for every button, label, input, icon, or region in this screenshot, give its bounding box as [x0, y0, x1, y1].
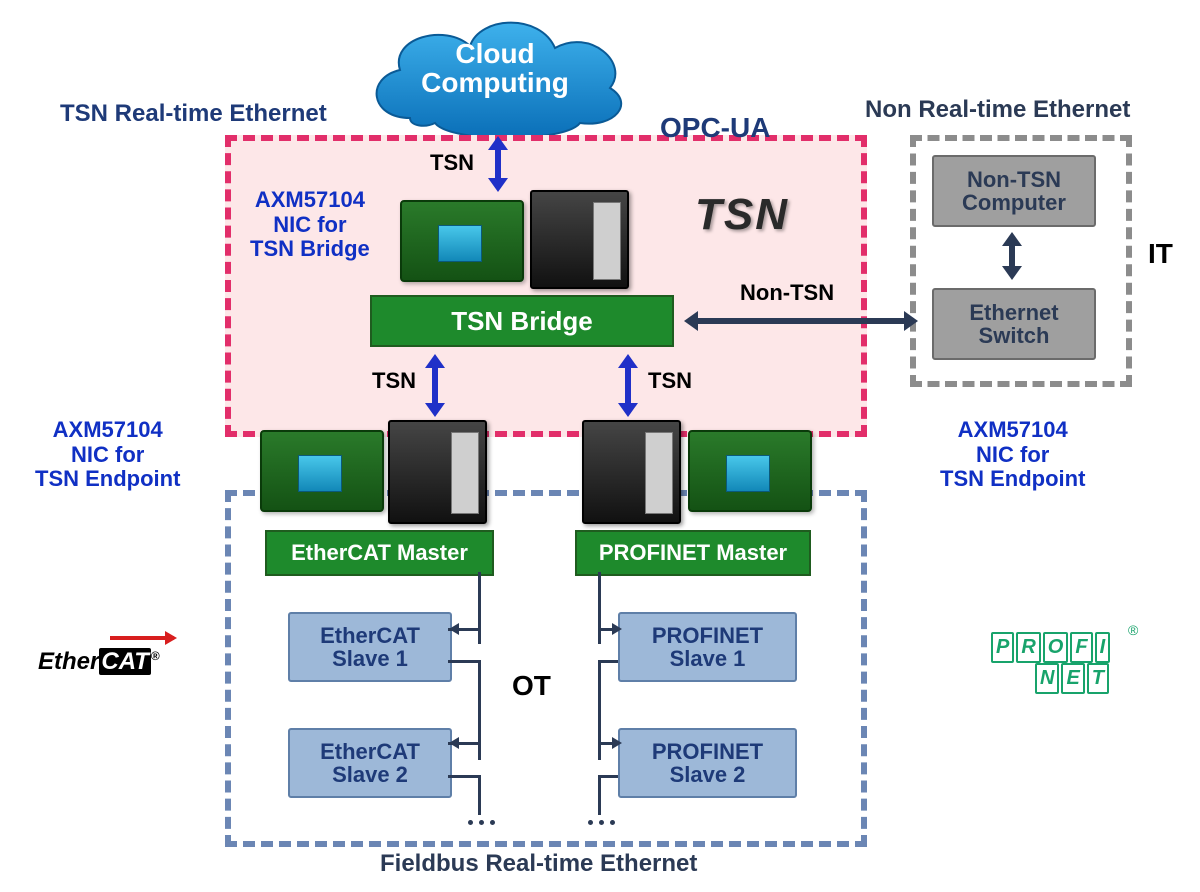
cloud-line2: Computing: [421, 68, 569, 97]
profinet-logo: PROFI NET: [990, 632, 1111, 694]
arrow-nontsn-label: Non-TSN: [740, 280, 834, 306]
profinet-reg: ®: [1128, 622, 1138, 638]
pn-O: O: [1043, 632, 1069, 663]
profinet-slave-2-block: PROFINET Slave 2: [618, 728, 797, 798]
conn-pn2-in-head: [612, 737, 628, 749]
arrow-cloud-tsn: [495, 140, 501, 188]
sw-l2: Switch: [979, 324, 1050, 347]
ethercat-arrow-icon: [110, 636, 174, 640]
arrow-cloud-label: TSN: [430, 150, 474, 176]
ot-title: Fieldbus Real-time Ethernet: [380, 850, 697, 878]
ec1-l2: Slave 1: [332, 647, 408, 670]
tsn-region-title: TSN Real-time Ethernet: [60, 100, 327, 128]
arrow-right-label: TSN: [648, 368, 692, 394]
non-tsn-title: Non Real-time Ethernet: [865, 96, 1130, 124]
tsn-badge: TSN: [695, 190, 789, 240]
nic-endpoint-right-annotation: AXM57104 NIC for TSN Endpoint: [940, 418, 1085, 492]
conn-ec1-in-head: [443, 623, 459, 635]
arrow-bridge-right: [625, 358, 631, 413]
profinet-slave-1-block: PROFINET Slave 1: [618, 612, 797, 682]
arrow-bridge-left: [432, 358, 438, 413]
ntc-l2: Computer: [962, 191, 1066, 214]
pn-N: N: [1035, 663, 1059, 694]
conn-pn1-down: [598, 660, 601, 760]
conn-pn1-out: [598, 660, 618, 663]
nic-endpoint-left-annotation: AXM57104 NIC for TSN Endpoint: [35, 418, 180, 492]
ellipsis-left: [468, 820, 495, 825]
arrow-left-label: TSN: [372, 368, 416, 394]
ethernet-switch-block: Ethernet Switch: [932, 288, 1096, 360]
pn-F: F: [1070, 632, 1092, 663]
ipc-bridge: [530, 190, 629, 289]
sw-l1: Ethernet: [969, 301, 1058, 324]
ethercat-reg: ®: [151, 649, 160, 663]
opc-ua-label: OPC-UA: [660, 112, 770, 144]
profinet-row1: PROFI: [990, 632, 1111, 663]
pn1-l1: PROFINET: [652, 624, 763, 647]
arrow-ntc-switch: [1009, 236, 1015, 276]
ec2-l2: Slave 2: [332, 763, 408, 786]
nic-card-endpoint-right: [688, 430, 812, 512]
pn2-l1: PROFINET: [652, 740, 763, 763]
nic-bridge-l3: TSN Bridge: [250, 237, 370, 262]
conn-pn2-out: [598, 775, 618, 778]
nel-l1: AXM57104: [35, 418, 180, 443]
ecm-label: EtherCAT Master: [291, 540, 468, 566]
ot-label: OT: [512, 670, 551, 702]
ipc-endpoint-right: [582, 420, 681, 524]
ec1-l1: EtherCAT: [320, 624, 420, 647]
ethercat-slave-1-block: EtherCAT Slave 1: [288, 612, 452, 682]
ntc-l1: Non-TSN: [967, 168, 1061, 191]
conn-ec2-out: [448, 775, 478, 778]
tsn-bridge-label: TSN Bridge: [451, 306, 593, 337]
pn2-l2: Slave 2: [670, 763, 746, 786]
conn-pn1-in-head: [612, 623, 628, 635]
ethercat-logo: EtherCAT®: [38, 648, 160, 676]
conn-pnm-down: [598, 572, 601, 644]
ethercat-master-block: EtherCAT Master: [265, 530, 494, 576]
nel-l3: TSN Endpoint: [35, 467, 180, 492]
pn1-l2: Slave 1: [670, 647, 746, 670]
conn-ec2-in-head: [443, 737, 459, 749]
conn-ec1-down: [478, 660, 481, 760]
non-tsn-computer-block: Non-TSN Computer: [932, 155, 1096, 227]
pn-I: I: [1095, 632, 1111, 663]
pn-P: P: [991, 632, 1014, 663]
nic-card-endpoint-left: [260, 430, 384, 512]
nic-card-bridge: [400, 200, 524, 282]
nic-bridge-l1: AXM57104: [250, 188, 370, 213]
ner-l1: AXM57104: [940, 418, 1085, 443]
ellipsis-right: [588, 820, 615, 825]
profinet-master-block: PROFINET Master: [575, 530, 811, 576]
pnm-label: PROFINET Master: [599, 540, 787, 566]
ec2-l1: EtherCAT: [320, 740, 420, 763]
conn-ec1-out: [448, 660, 478, 663]
it-label: IT: [1148, 238, 1173, 270]
nic-bridge-l2: NIC for: [250, 213, 370, 238]
conn-pn2-tail: [598, 775, 601, 815]
nel-l2: NIC for: [35, 443, 180, 468]
conn-ec2-tail: [478, 775, 481, 815]
pn-T: T: [1087, 663, 1109, 694]
pn-E: E: [1061, 663, 1084, 694]
conn-ecm-down: [478, 572, 481, 644]
ner-l3: TSN Endpoint: [940, 467, 1085, 492]
nic-bridge-annotation: AXM57104 NIC for TSN Bridge: [250, 188, 370, 262]
pn-R: R: [1016, 632, 1040, 663]
ethercat-prefix: Ether: [38, 648, 99, 675]
ethercat-slave-2-block: EtherCAT Slave 2: [288, 728, 452, 798]
ipc-endpoint-left: [388, 420, 487, 524]
arrow-bridge-switch: [688, 318, 914, 324]
ner-l2: NIC for: [940, 443, 1085, 468]
cloud-line1: Cloud: [455, 39, 534, 68]
tsn-bridge-block: TSN Bridge: [370, 295, 674, 347]
ethercat-suffix: CAT: [99, 648, 151, 675]
profinet-row2: NET: [1034, 663, 1111, 694]
